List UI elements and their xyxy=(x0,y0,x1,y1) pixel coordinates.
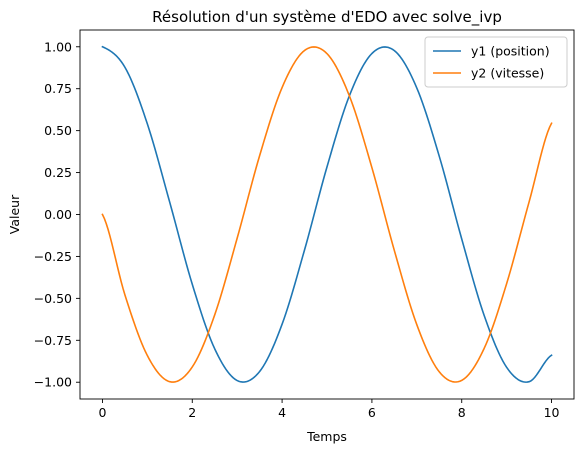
x-tick-label: 2 xyxy=(188,405,196,420)
x-tick-label: 4 xyxy=(278,405,286,420)
y-tick-label: −0.25 xyxy=(34,249,72,264)
series-line-y2 xyxy=(101,46,553,383)
x-tick-label: 8 xyxy=(458,405,466,420)
legend-label: y1 (position) xyxy=(471,44,550,59)
y-tick-label: 0.75 xyxy=(44,81,72,96)
legend-label: y2 (vitesse) xyxy=(471,66,544,81)
x-tick-label: 0 xyxy=(98,405,106,420)
y-tick-label: 0.25 xyxy=(44,165,72,180)
x-axis-label: Temps xyxy=(306,429,347,444)
y-axis-label: Valeur xyxy=(7,194,22,234)
legend-box xyxy=(424,36,568,88)
x-tick-label: 6 xyxy=(368,405,376,420)
series-line-y1 xyxy=(101,45,553,383)
y-tick-label: 1.00 xyxy=(44,39,72,54)
y-tick-label: −1.00 xyxy=(34,375,72,390)
y-tick-label: −0.75 xyxy=(34,333,72,348)
y-tick-label: 0.00 xyxy=(44,207,72,222)
plot-area: 0 2 4 6 8 10 1.00 0.75 0.50 0.25 0.00 −0.25 −0.50 −0.… xyxy=(34,29,575,420)
x-tick-label: 10 xyxy=(544,405,560,420)
y-tick-label: 0.50 xyxy=(44,123,72,138)
chart-title: Résolution d'un système d'EDO avec solve… xyxy=(152,8,502,27)
legend: y1 (position) y2 (vitesse) xyxy=(424,36,568,88)
y-tick-label: −0.50 xyxy=(34,291,72,306)
